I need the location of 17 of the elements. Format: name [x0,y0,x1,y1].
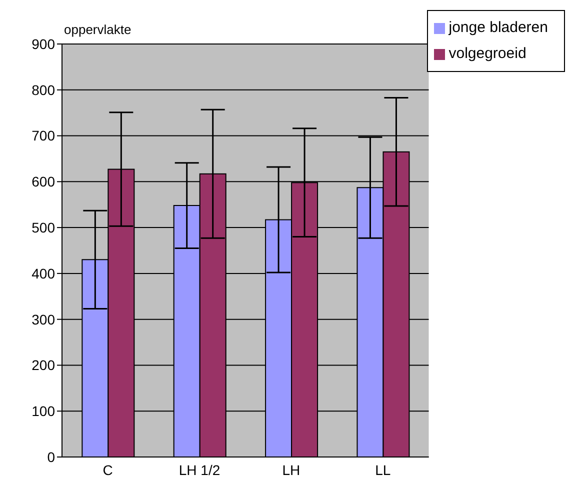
x-tick-label: LH [282,462,300,478]
x-tick-label: C [102,462,113,478]
y-tick-label: 600 [32,174,56,190]
y-tick-label: 700 [32,128,56,144]
y-tick-label: 900 [32,36,56,52]
legend-label: jonge bladeren [448,19,548,36]
y-tick-label: 0 [47,448,56,465]
y-tick-label: 200 [32,357,56,374]
y-tick-label: 400 [32,265,56,282]
y-tick-label: 100 [32,403,56,420]
y-tick-label: 500 [32,220,56,236]
y-tick-label: 800 [32,82,56,98]
x-tick-label: LL [375,462,391,478]
y-tick-label: 300 [32,311,56,328]
legend-label: volgegroeid [448,45,526,62]
y-axis-title: oppervlakte [64,22,132,37]
x-tick-label: LH 1/2 [178,462,220,478]
